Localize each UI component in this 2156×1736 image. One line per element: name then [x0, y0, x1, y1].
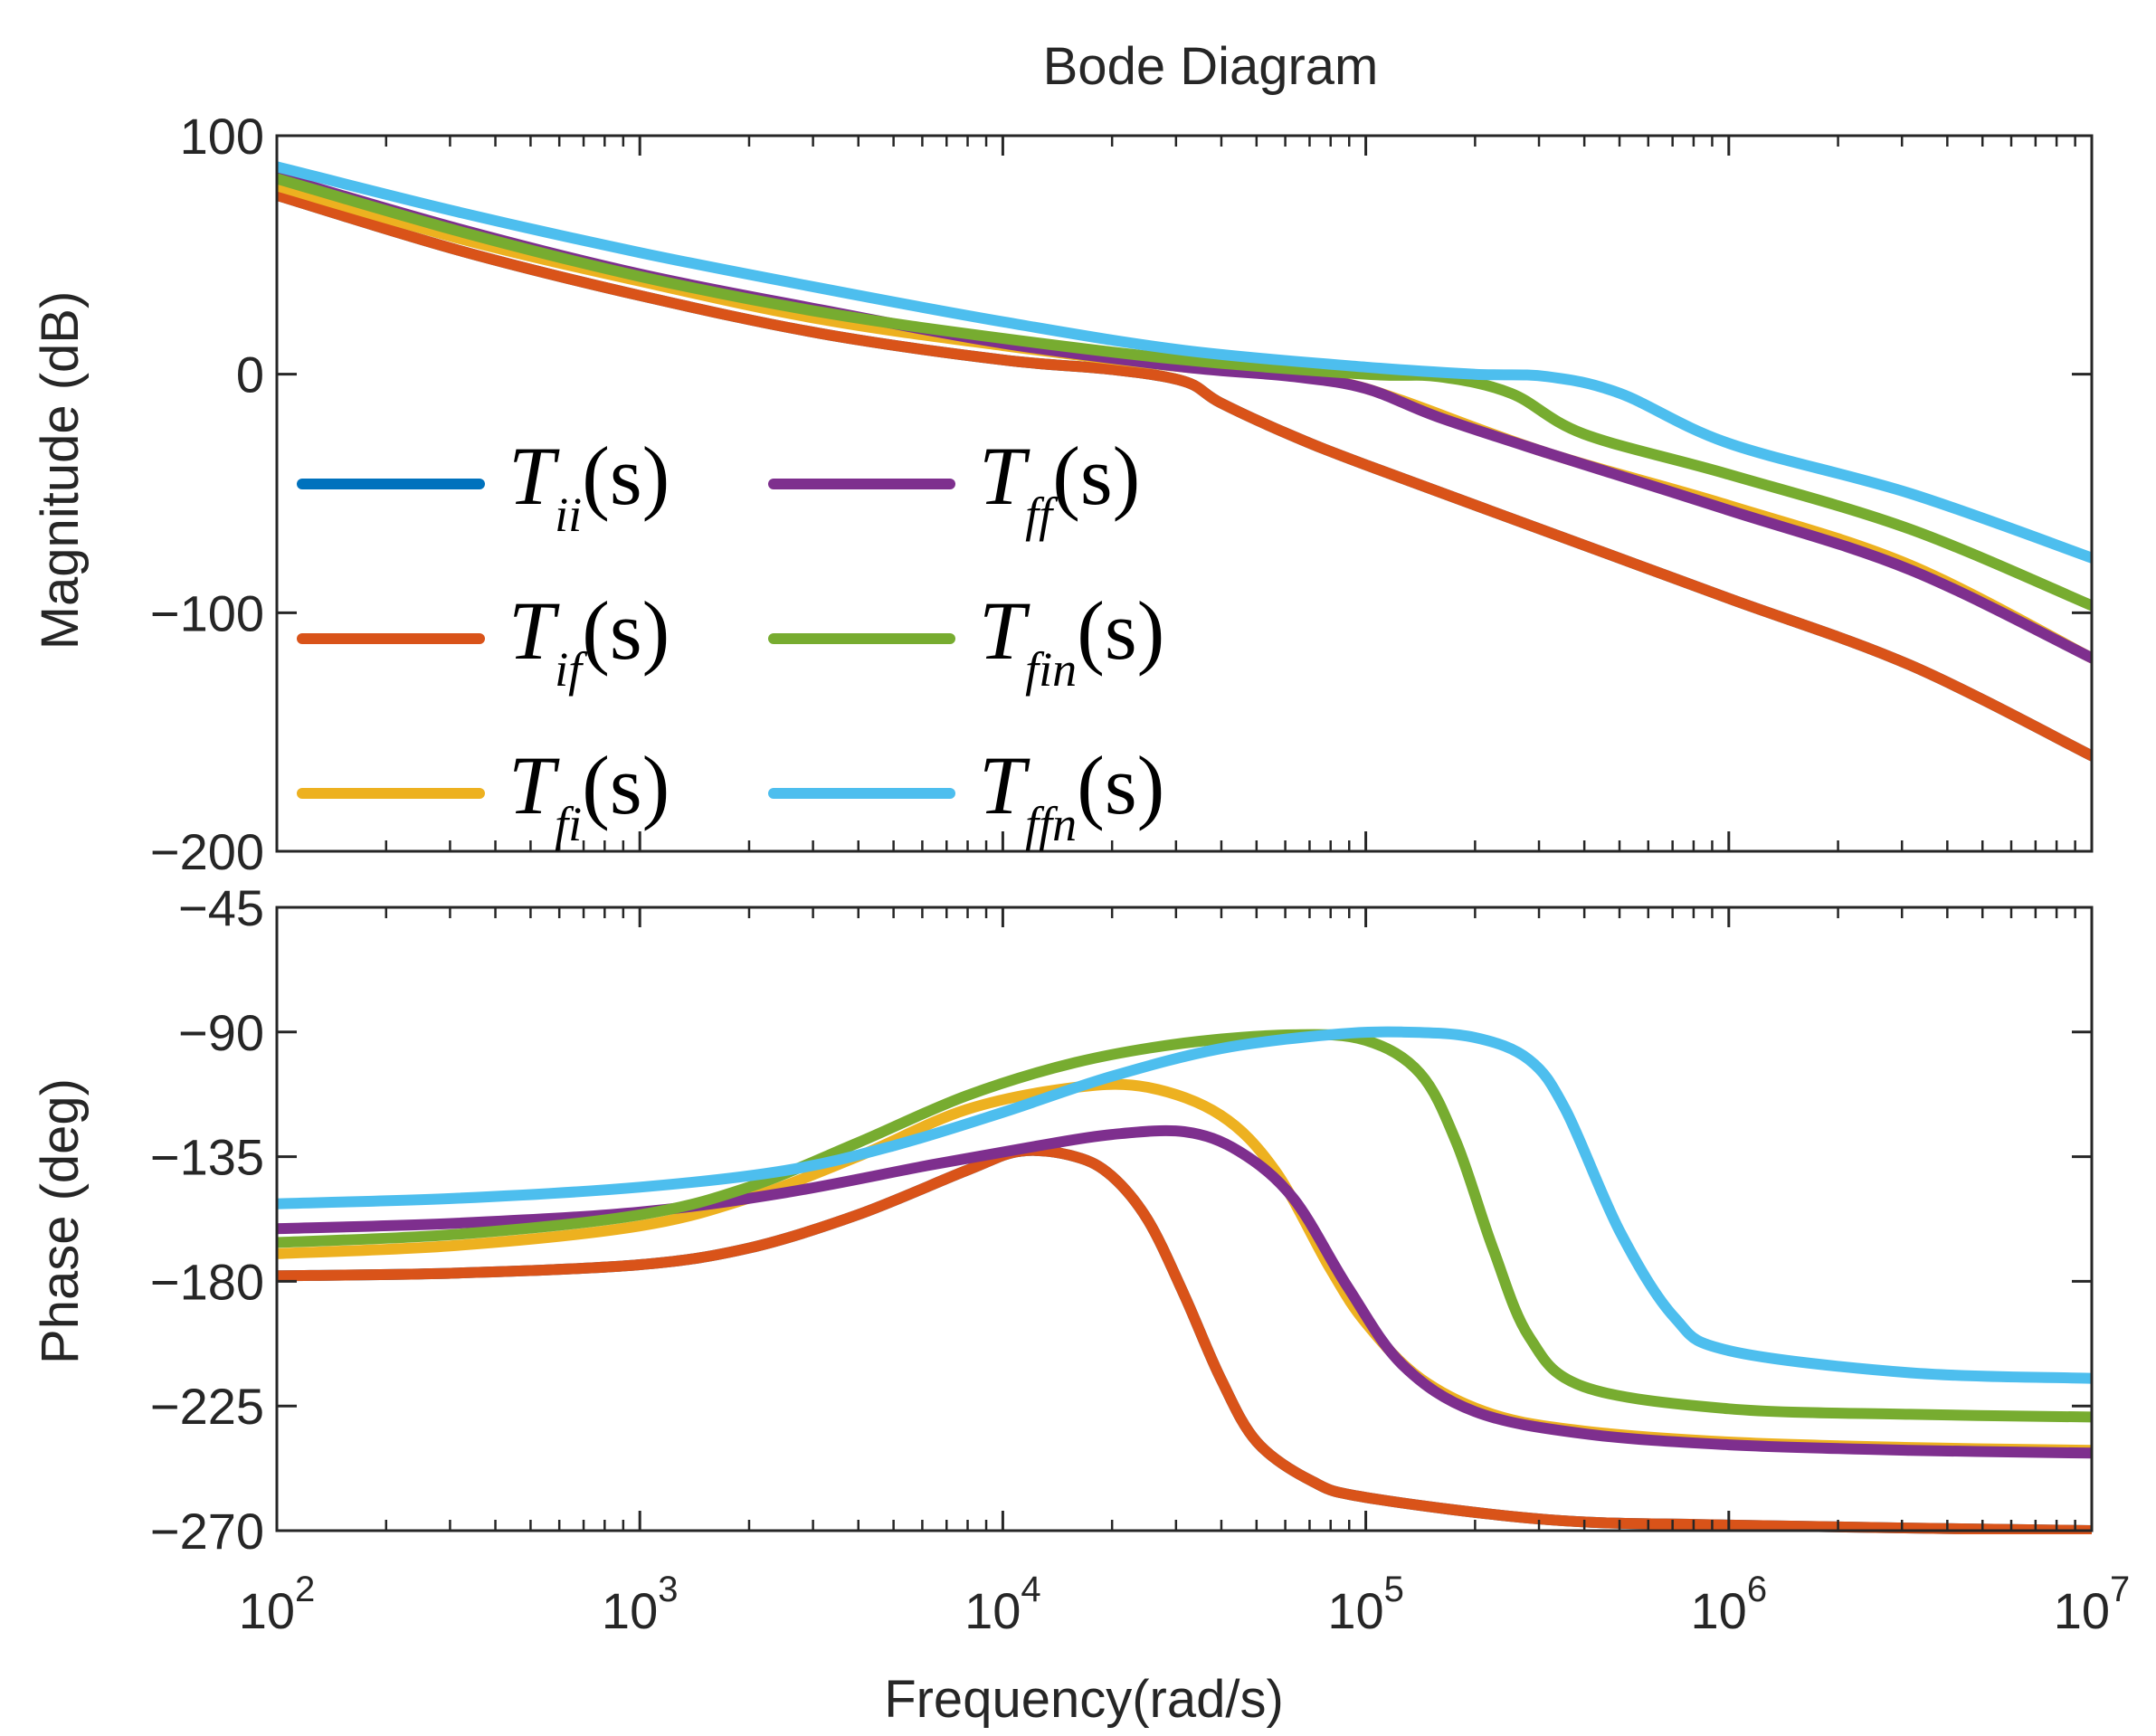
phase-series: [277, 1026, 2092, 1534]
legend: Tii(s)Tif(s)Tfi(s)Tff(s)Tfin(s)Tffn(s): [297, 430, 1164, 851]
magnitude-y-tick-label: −200: [150, 823, 264, 880]
magnitude-curve-t-fin: [277, 173, 2092, 612]
magnitude-axes: 100 0 −100 −200: [150, 108, 2094, 880]
phase-y-tick-label: −180: [150, 1253, 264, 1310]
phase-curve-t-ffn: [277, 1026, 2092, 1384]
x-tick-label: 106: [1691, 1570, 1768, 1639]
legend-label: Tii(s): [508, 430, 670, 542]
legend-item-t-ii: Tii(s): [297, 430, 670, 542]
x-tick-label: 102: [239, 1570, 316, 1639]
phase-frame: [275, 906, 2094, 1532]
magnitude-series: [277, 161, 2092, 762]
magnitude-curve-t-ffn: [277, 161, 2092, 564]
magnitude-y-tick-label: 0: [236, 346, 264, 403]
magnitude-curve-t-if: [277, 189, 2092, 762]
phase-y-tick-label: −45: [178, 879, 264, 936]
magnitude-frame: [275, 134, 2094, 853]
phase-ylabel: Phase (deg): [31, 1078, 90, 1364]
magnitude-y-tick-label: −100: [150, 584, 264, 641]
magnitude-ylabel: Magnitude (dB): [31, 291, 90, 650]
phase-axes: −45 −90 −135 −180 −225 −270: [150, 879, 2094, 1560]
x-tick-label: 104: [964, 1570, 1041, 1639]
phase-y-tick-label: −90: [178, 1004, 264, 1061]
legend-item-t-ffn: Tffn(s): [768, 739, 1164, 851]
x-tick-label: 103: [602, 1570, 679, 1639]
legend-item-t-fin: Tfin(s): [768, 584, 1164, 697]
phase-y-tick-label: −135: [150, 1129, 264, 1186]
chart-title: Bode Diagram: [1043, 37, 1379, 96]
legend-label: Tfin(s): [979, 584, 1164, 697]
phase-y-tick-label: −270: [150, 1503, 264, 1560]
legend-label: Tif(s): [508, 584, 670, 697]
legend-item-t-if: Tif(s): [297, 584, 670, 697]
phase-curve-t-if: [277, 1144, 2092, 1534]
legend-label: Tfi(s): [508, 739, 670, 851]
phase-y-tick-label: −225: [150, 1378, 264, 1435]
legend-label: Tffn(s): [979, 739, 1164, 851]
x-axis-label: Frequency(rad/s): [884, 1670, 1284, 1729]
x-tick-labels: 102 103 104 105 106 107: [239, 1570, 2131, 1639]
x-tick-label: 107: [2054, 1570, 2131, 1639]
legend-item-t-fi: Tfi(s): [297, 739, 670, 851]
magnitude-y-tick-label: 100: [180, 108, 264, 165]
x-tick-label: 105: [1327, 1570, 1404, 1639]
